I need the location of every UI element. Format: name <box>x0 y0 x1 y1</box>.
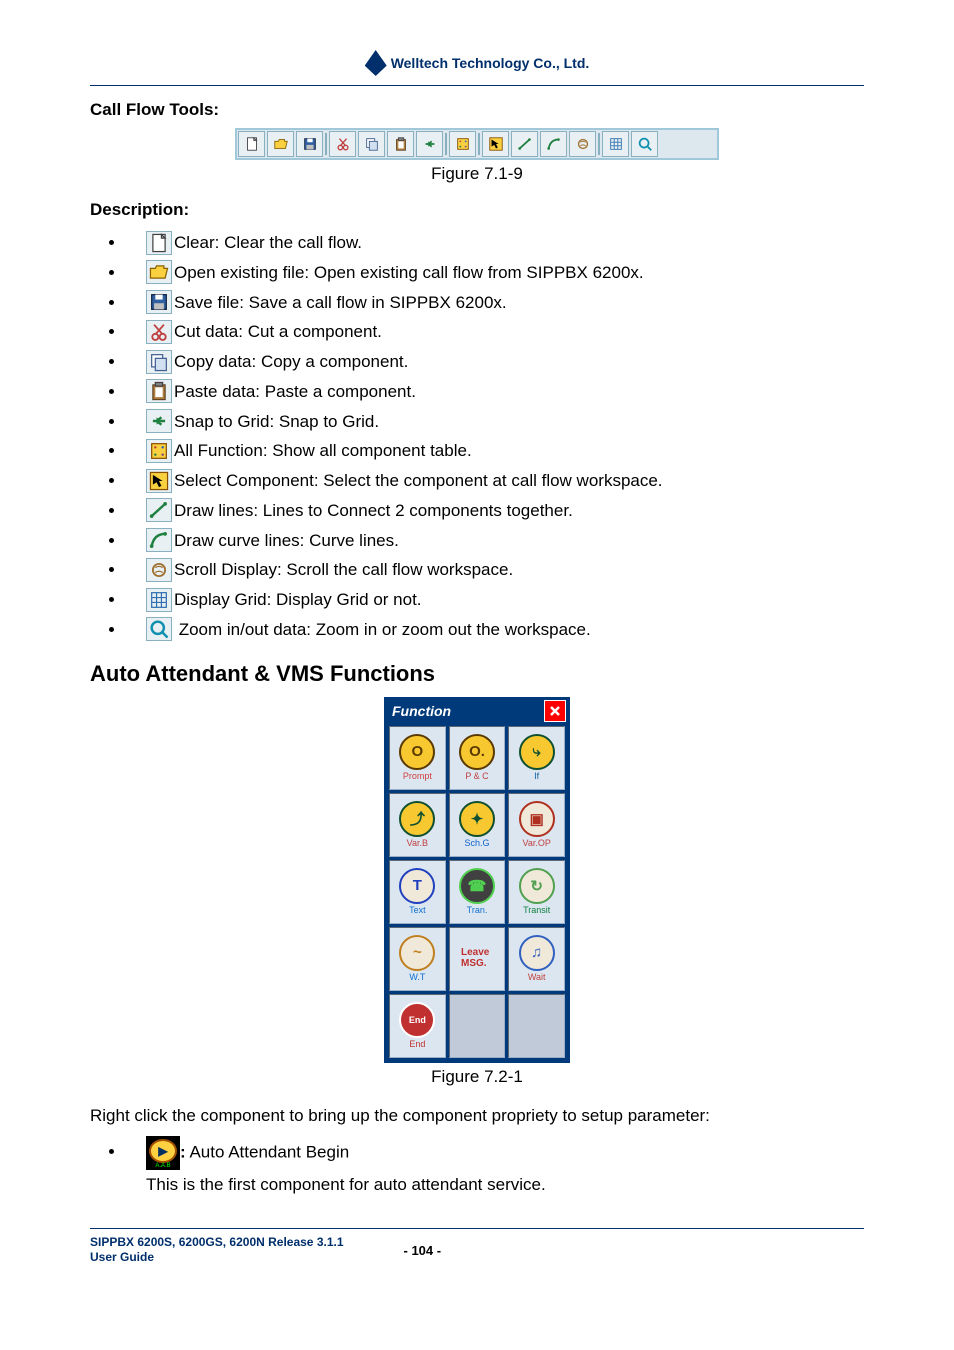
palette-cell-p-c[interactable]: O.P & C <box>449 726 506 790</box>
scroll-icon[interactable] <box>569 131 596 157</box>
allfunc-icon[interactable] <box>449 131 476 157</box>
aab-text: Auto Attendant Begin <box>186 1142 350 1161</box>
desc-item: Paste data: Paste a component. <box>126 377 864 407</box>
scroll-icon <box>146 558 172 582</box>
function-palette-titlebar: Function <box>386 699 568 723</box>
desc-text: Display Grid: Display Grid or not. <box>174 590 422 609</box>
desc-text: Clear: Clear the call flow. <box>174 233 362 252</box>
copy-icon <box>146 350 172 374</box>
desc-text: Save file: Save a call flow in SIPPBX 62… <box>174 293 507 312</box>
close-icon[interactable] <box>544 700 566 722</box>
palette-cell-wait[interactable]: ♫Wait <box>508 927 565 991</box>
footer-left: SIPPBX 6200S, 6200GS, 6200N Release 3.1.… <box>90 1235 344 1266</box>
curve-icon[interactable] <box>540 131 567 157</box>
palette-cell-prompt[interactable]: OPrompt <box>389 726 446 790</box>
palette-cell-text[interactable]: TText <box>389 860 446 924</box>
figure-7-2-1-caption: Figure 7.2-1 <box>90 1067 864 1087</box>
desc-item: Draw curve lines: Curve lines. <box>126 526 864 556</box>
palette-cell-leave-msg-[interactable]: Leave MSG. <box>449 927 506 991</box>
desc-text: Select Component: Select the component a… <box>174 471 663 490</box>
footer-line1: SIPPBX 6200S, 6200GS, 6200N Release 3.1.… <box>90 1235 344 1251</box>
palette-cell-empty <box>449 994 506 1058</box>
cut-icon[interactable] <box>329 131 356 157</box>
desc-text: Scroll Display: Scroll the call flow wor… <box>174 560 513 579</box>
save-icon[interactable] <box>296 131 323 157</box>
new-icon[interactable] <box>238 131 265 157</box>
function-palette: Function OPromptO.P & C⤷If ⤴Var.B✦Sch.G▣V… <box>384 697 570 1063</box>
desc-text: Snap to Grid: Snap to Grid. <box>174 412 379 431</box>
desc-text: Cut data: Cut a component. <box>174 322 382 341</box>
page-header: Welltech Technology Co., Ltd. <box>90 50 864 86</box>
desc-item: Copy data: Copy a component. <box>126 347 864 377</box>
zoom-icon <box>146 617 172 641</box>
desc-item: Scroll Display: Scroll the call flow wor… <box>126 555 864 585</box>
desc-item: Save file: Save a call flow in SIPPBX 62… <box>126 288 864 318</box>
palette-cell-sch-g[interactable]: ✦Sch.G <box>449 793 506 857</box>
description-heading: Description: <box>90 200 864 220</box>
desc-text: Draw lines: Lines to Connect 2 component… <box>174 501 573 520</box>
function-palette-title: Function <box>392 703 451 719</box>
desc-item: Open existing file: Open existing call f… <box>126 258 864 288</box>
desc-item: Select Component: Select the component a… <box>126 466 864 496</box>
figure-7-1-9-caption: Figure 7.1-9 <box>90 164 864 184</box>
desc-text: All Function: Show all component table. <box>174 441 472 460</box>
new-icon <box>146 231 172 255</box>
page-footer: SIPPBX 6200S, 6200GS, 6200N Release 3.1.… <box>90 1228 864 1266</box>
palette-cell-transit[interactable]: ↻Transit <box>508 860 565 924</box>
palette-cell-empty <box>508 994 565 1058</box>
paste-icon <box>146 379 172 403</box>
palette-cell-end[interactable]: EndEnd <box>389 994 446 1058</box>
desc-text: Draw curve lines: Curve lines. <box>174 531 399 550</box>
select-icon <box>146 469 172 493</box>
company-name: Welltech Technology Co., Ltd. <box>391 55 590 71</box>
call-flow-tools-heading: Call Flow Tools: <box>90 100 864 120</box>
call-flow-toolbar <box>235 128 719 160</box>
palette-cell-var-b[interactable]: ⤴Var.B <box>389 793 446 857</box>
palette-cell-tran-[interactable]: ☎Tran. <box>449 860 506 924</box>
desc-item: Snap to Grid: Snap to Grid. <box>126 407 864 437</box>
grid-icon <box>146 588 172 612</box>
zoom-icon[interactable] <box>631 131 658 157</box>
desc-item: Cut data: Cut a component. <box>126 317 864 347</box>
logo-icon <box>365 50 387 76</box>
auto-attendant-heading: Auto Attendant & VMS Functions <box>90 661 864 687</box>
open-icon <box>146 260 172 284</box>
desc-text: Paste data: Paste a component. <box>174 382 416 401</box>
desc-text: Open existing file: Open existing call f… <box>174 263 644 282</box>
desc-item: Clear: Clear the call flow. <box>126 228 864 258</box>
open-icon[interactable] <box>267 131 294 157</box>
footer-page: - 104 - <box>404 1243 442 1258</box>
snap-icon <box>146 409 172 433</box>
allfunc-icon <box>146 439 172 463</box>
save-icon <box>146 290 172 314</box>
desc-item: Zoom in/out data: Zoom in or zoom out th… <box>126 615 864 645</box>
function-palette-grid: OPromptO.P & C⤷If ⤴Var.B✦Sch.G▣Var.OP TTex… <box>386 723 568 1061</box>
desc-item: All Function: Show all component table. <box>126 436 864 466</box>
desc-text: Copy data: Copy a component. <box>174 352 408 371</box>
grid-icon[interactable] <box>602 131 629 157</box>
aab-icon: ▶ A.A.B <box>146 1136 180 1170</box>
line-icon <box>146 498 172 522</box>
palette-cell-var-op[interactable]: ▣Var.OP <box>508 793 565 857</box>
palette-cell-w-t[interactable]: ~W.T <box>389 927 446 991</box>
snap-icon[interactable] <box>416 131 443 157</box>
desc-item: Display Grid: Display Grid or not. <box>126 585 864 615</box>
copy-icon[interactable] <box>358 131 385 157</box>
desc-item: Draw lines: Lines to Connect 2 component… <box>126 496 864 526</box>
right-click-text: Right click the component to bring up th… <box>90 1103 864 1129</box>
aab-desc: This is the first component for auto att… <box>146 1172 864 1198</box>
desc-text: Zoom in/out data: Zoom in or zoom out th… <box>174 620 591 639</box>
cut-icon <box>146 320 172 344</box>
begin-list: ▶ A.A.B : Auto Attendant Begin This is t… <box>90 1136 864 1198</box>
line-icon[interactable] <box>511 131 538 157</box>
select-icon[interactable] <box>482 131 509 157</box>
paste-icon[interactable] <box>387 131 414 157</box>
palette-cell-if[interactable]: ⤷If <box>508 726 565 790</box>
curve-icon <box>146 528 172 552</box>
description-list: Clear: Clear the call flow. Open existing… <box>90 228 864 645</box>
aab-item: ▶ A.A.B : Auto Attendant Begin This is t… <box>126 1136 864 1198</box>
footer-line2: User Guide <box>90 1250 344 1266</box>
